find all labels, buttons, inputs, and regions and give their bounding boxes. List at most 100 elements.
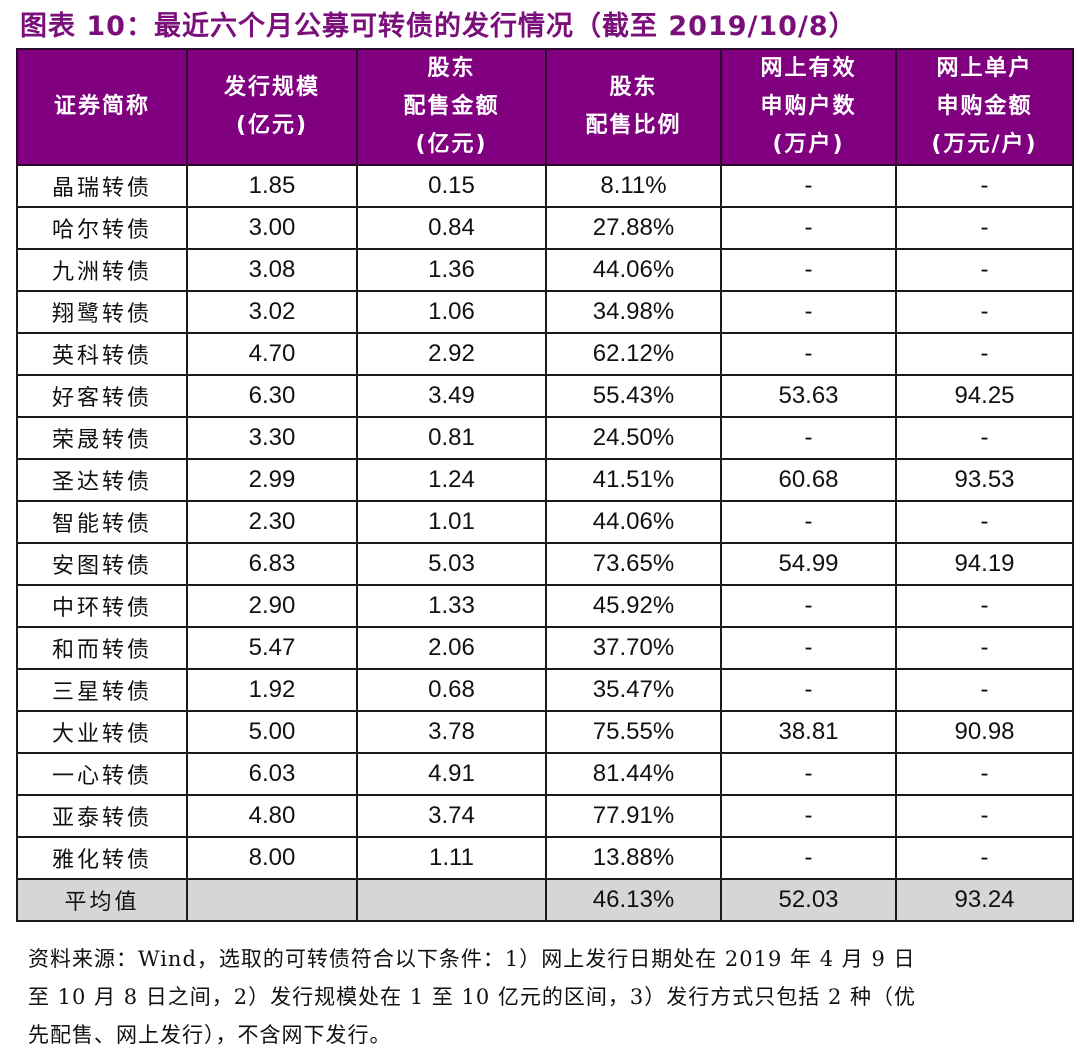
shareholder-placement-amount-cell: 3.49: [356, 374, 547, 418]
shareholder-placement-ratio-cell: 41.51%: [545, 458, 722, 502]
column-header-line: 网上单户: [936, 56, 1033, 81]
per-account-subscription-cell: -: [895, 290, 1074, 334]
bond-issuance-table: 证券简称 发行规模 (亿元) 股东 配售金额 (亿元) 股东 配售比例 网上有效 申购户数 (万户)…: [16, 48, 1074, 922]
per-account-subscription-cell: -: [895, 248, 1074, 292]
shareholder-placement-amount-cell: 0.81: [356, 416, 547, 460]
column-header-line: 申购户数: [760, 94, 857, 119]
column-header-line: 网上有效: [760, 56, 857, 81]
average-issue-size-cell: [186, 878, 358, 922]
issue-size-cell: 4.80: [186, 794, 358, 838]
shareholder-placement-amount-cell: 1.36: [356, 248, 547, 292]
per-account-subscription-cell: -: [895, 500, 1074, 544]
figure-title: 图表 10：最近六个月公募可转债的发行情况（截至 2019/10/8）: [20, 11, 857, 42]
online-subscriber-count-cell: -: [720, 626, 897, 670]
column-header-line: 证券简称: [53, 94, 150, 119]
online-subscriber-count-cell: -: [720, 290, 897, 334]
table-row: 英科转债 4.70 2.92 62.12% - -: [16, 332, 1074, 376]
shareholder-placement-ratio-cell: 8.11%: [545, 164, 722, 208]
shareholder-placement-amount-cell: 2.06: [356, 626, 547, 670]
issue-size-cell: 1.92: [186, 668, 358, 712]
shareholder-placement-ratio-cell: 73.65%: [545, 542, 722, 586]
issue-size-cell: 5.00: [186, 710, 358, 754]
bond-name-cell: 雅化转债: [16, 836, 188, 880]
source-note: 资料来源：Wind，选取的可转债符合以下条件：1）网上发行日期处在 2019 年…: [28, 940, 1068, 1054]
column-header-line: 配售金额: [403, 94, 500, 119]
per-account-subscription-cell: -: [895, 332, 1074, 376]
column-header-line: 发行规模: [223, 75, 320, 100]
bond-name-cell: 哈尔转债: [16, 206, 188, 250]
shareholder-placement-amount-cell: 1.06: [356, 290, 547, 334]
bond-name-cell: 九洲转债: [16, 248, 188, 292]
shareholder-placement-amount-cell: 1.11: [356, 836, 547, 880]
online-subscriber-count-cell: 54.99: [720, 542, 897, 586]
shareholder-placement-ratio-cell: 45.92%: [545, 584, 722, 628]
issue-size-cell: 3.30: [186, 416, 358, 460]
issue-size-cell: 2.99: [186, 458, 358, 502]
per-account-subscription-cell: -: [895, 794, 1074, 838]
bond-name-cell: 一心转债: [16, 752, 188, 796]
shareholder-placement-ratio-cell: 62.12%: [545, 332, 722, 376]
shareholder-placement-amount-cell: 0.68: [356, 668, 547, 712]
table-row: 圣达转债 2.99 1.24 41.51% 60.68 93.53: [16, 458, 1074, 502]
column-header-line: 股东: [427, 56, 476, 81]
bond-name-cell: 翔鹭转债: [16, 290, 188, 334]
bond-name-cell: 荣晟转债: [16, 416, 188, 460]
online-subscriber-count-cell: -: [720, 332, 897, 376]
shareholder-placement-amount-cell: 3.78: [356, 710, 547, 754]
shareholder-placement-ratio-cell: 34.98%: [545, 290, 722, 334]
per-account-subscription-cell: -: [895, 416, 1074, 460]
online-subscriber-count-cell: 38.81: [720, 710, 897, 754]
shareholder-placement-ratio-cell: 13.88%: [545, 836, 722, 880]
column-header-line: (万户): [772, 132, 845, 157]
shareholder-placement-ratio-cell: 81.44%: [545, 752, 722, 796]
per-account-subscription-cell: -: [895, 584, 1074, 628]
online-subscriber-count-cell: -: [720, 500, 897, 544]
per-account-subscription-cell: -: [895, 626, 1074, 670]
table-row: 大业转债 5.00 3.78 75.55% 38.81 90.98: [16, 710, 1074, 754]
shareholder-placement-amount-cell: 1.33: [356, 584, 547, 628]
column-header: 网上单户 申购金额 (万元/户): [895, 48, 1074, 166]
source-note-line: 至 10 月 8 日之间，2）发行规模处在 1 至 10 亿元的区间，3）发行方…: [28, 985, 916, 1009]
shareholder-placement-amount-cell: 5.03: [356, 542, 547, 586]
issue-size-cell: 2.30: [186, 500, 358, 544]
table-row: 好客转债 6.30 3.49 55.43% 53.63 94.25: [16, 374, 1074, 418]
table-row: 中环转债 2.90 1.33 45.92% - -: [16, 584, 1074, 628]
shareholder-placement-ratio-cell: 35.47%: [545, 668, 722, 712]
header-row: 证券简称 发行规模 (亿元) 股东 配售金额 (亿元) 股东 配售比例 网上有效 申购户数 (万户)…: [16, 48, 1074, 166]
average-online-subscriber-count-cell: 52.03: [720, 878, 897, 922]
table-row: 一心转债 6.03 4.91 81.44% - -: [16, 752, 1074, 796]
bond-name-cell: 亚泰转债: [16, 794, 188, 838]
shareholder-placement-amount-cell: 1.24: [356, 458, 547, 502]
online-subscriber-count-cell: -: [720, 668, 897, 712]
shareholder-placement-amount-cell: 0.84: [356, 206, 547, 250]
per-account-subscription-cell: 94.19: [895, 542, 1074, 586]
issue-size-cell: 6.83: [186, 542, 358, 586]
bond-name-cell: 智能转债: [16, 500, 188, 544]
average-per-account-subscription-cell: 93.24: [895, 878, 1074, 922]
column-header-line: 配售比例: [585, 113, 682, 138]
online-subscriber-count-cell: -: [720, 584, 897, 628]
bond-name-cell: 好客转债: [16, 374, 188, 418]
issue-size-cell: 2.90: [186, 584, 358, 628]
online-subscriber-count-cell: -: [720, 164, 897, 208]
shareholder-placement-amount-cell: 4.91: [356, 752, 547, 796]
column-header: 股东 配售比例: [545, 48, 722, 166]
issue-size-cell: 3.02: [186, 290, 358, 334]
per-account-subscription-cell: 93.53: [895, 458, 1074, 502]
column-header-line: 申购金额: [936, 94, 1033, 119]
online-subscriber-count-cell: -: [720, 836, 897, 880]
bond-name-cell: 晶瑞转债: [16, 164, 188, 208]
per-account-subscription-cell: -: [895, 668, 1074, 712]
bond-name-cell: 圣达转债: [16, 458, 188, 502]
online-subscriber-count-cell: -: [720, 248, 897, 292]
table-row: 荣晟转债 3.30 0.81 24.50% - -: [16, 416, 1074, 460]
online-subscriber-count-cell: -: [720, 416, 897, 460]
column-header-line: (亿元): [415, 132, 488, 157]
source-note-line: 先配售、网上发行），不含网下发行。: [28, 1023, 392, 1047]
table-row: 雅化转债 8.00 1.11 13.88% - -: [16, 836, 1074, 880]
issue-size-cell: 4.70: [186, 332, 358, 376]
online-subscriber-count-cell: -: [720, 206, 897, 250]
per-account-subscription-cell: -: [895, 752, 1074, 796]
issue-size-cell: 3.08: [186, 248, 358, 292]
shareholder-placement-amount-cell: 3.74: [356, 794, 547, 838]
